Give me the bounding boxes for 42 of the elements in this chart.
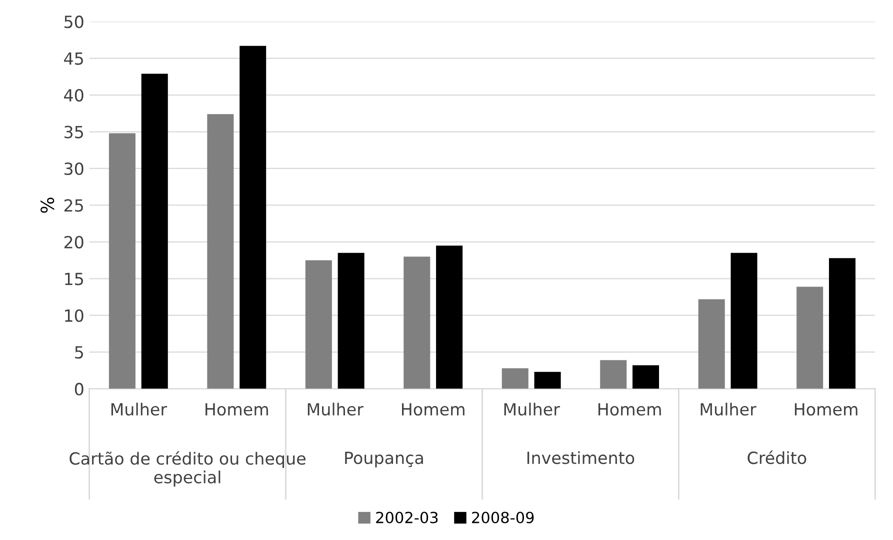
y-tick-label: 45 (64, 52, 83, 65)
x-tick-label: Mulher (504, 402, 560, 416)
bar (207, 114, 234, 389)
bar (108, 133, 136, 389)
bar (534, 372, 561, 389)
bar (240, 46, 266, 389)
x-tick-label: Homem (794, 403, 858, 416)
legend-label: 2002-03 (376, 512, 438, 524)
bar (404, 256, 430, 389)
y-axis-title: % (40, 198, 54, 213)
x-tick-label: Mulher (111, 402, 168, 416)
y-tick-label: 40 (64, 89, 84, 102)
x-tick-label: Homem (598, 403, 661, 416)
y-tick-label: 5 (75, 346, 83, 359)
y-tick-label: 50 (64, 16, 84, 28)
text: Investimento (527, 451, 634, 464)
bar (730, 252, 758, 389)
x-tick-label: Homem (206, 403, 268, 416)
y-tick-label: 35 (64, 126, 83, 138)
y-tick-label: 10 (65, 309, 84, 322)
bar (502, 368, 528, 389)
x-tick-label: Mulher (308, 402, 364, 416)
legend-label: 2008-09 (472, 512, 534, 524)
bar (698, 299, 725, 389)
bar (305, 260, 332, 389)
bar (828, 258, 856, 389)
y-tick-label: 30 (64, 162, 84, 176)
y-tick-label: 25 (64, 199, 83, 212)
text: Cartão de crédito ou cheque especial (70, 451, 306, 487)
y-tick-label: 15 (65, 272, 83, 286)
bar (436, 246, 463, 389)
y-tick-label: 0 (74, 382, 84, 396)
bar (796, 286, 824, 389)
text: Crédito (748, 450, 806, 464)
bar (338, 252, 364, 389)
bar (141, 74, 168, 389)
bar (632, 365, 660, 389)
text: Poupança (345, 452, 423, 468)
x-tick-label: Mulher (700, 402, 756, 416)
x-tick-label: Homem (402, 403, 464, 416)
bar (600, 360, 627, 389)
y-tick-label: 20 (64, 236, 84, 248)
